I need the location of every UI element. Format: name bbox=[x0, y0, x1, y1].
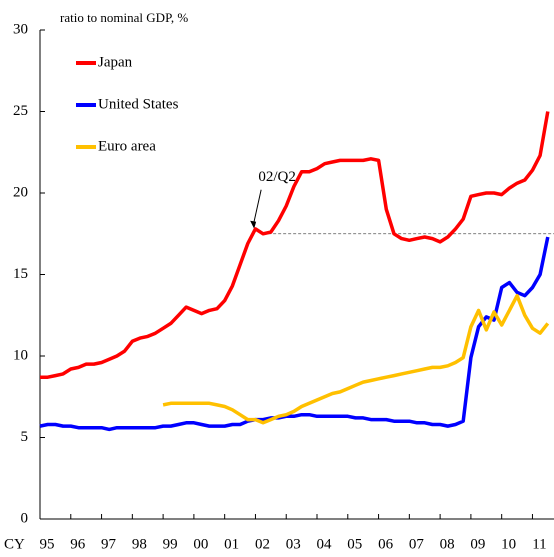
series-line bbox=[162, 293, 550, 425]
y-tick-label: 15 bbox=[13, 266, 28, 282]
y-axis-label: ratio to nominal GDP, % bbox=[60, 10, 188, 25]
series-line bbox=[40, 111, 550, 379]
x-tick-label: 96 bbox=[70, 536, 86, 552]
y-tick-label: 30 bbox=[13, 21, 28, 37]
y-tick-label: 5 bbox=[21, 429, 29, 445]
x-tick-label: 03 bbox=[286, 536, 301, 552]
x-tick-label: 11 bbox=[532, 536, 546, 552]
x-tick-label: 01 bbox=[224, 536, 239, 552]
legend-label: Japan bbox=[98, 54, 133, 70]
x-tick-label: 05 bbox=[347, 536, 362, 552]
x-tick-label: 95 bbox=[40, 536, 55, 552]
annotation-arrow bbox=[252, 189, 262, 226]
y-tick-label: 10 bbox=[13, 347, 28, 363]
x-tick-label: 07 bbox=[409, 536, 425, 552]
annotation-text: 02/Q2 bbox=[258, 169, 296, 185]
legend-label: United States bbox=[98, 96, 179, 112]
x-tick-label: 09 bbox=[470, 536, 485, 552]
x-tick-label: 00 bbox=[193, 536, 208, 552]
y-tick-label: 0 bbox=[21, 510, 29, 526]
x-tick-label: 04 bbox=[317, 536, 333, 552]
series-line bbox=[39, 236, 550, 432]
y-tick-label: 20 bbox=[13, 184, 28, 200]
x-prefix: CY bbox=[4, 536, 25, 552]
x-tick-label: 08 bbox=[440, 536, 455, 552]
y-tick-label: 25 bbox=[13, 103, 28, 119]
x-tick-label: 10 bbox=[501, 536, 516, 552]
x-tick-label: 97 bbox=[101, 536, 117, 552]
x-tick-label: 06 bbox=[378, 536, 394, 552]
x-tick-label: 98 bbox=[132, 536, 147, 552]
x-tick-label: 02 bbox=[255, 536, 270, 552]
x-tick-label: 99 bbox=[163, 536, 178, 552]
legend-label: Euro area bbox=[98, 138, 156, 154]
annotation-arrowhead bbox=[250, 220, 257, 229]
